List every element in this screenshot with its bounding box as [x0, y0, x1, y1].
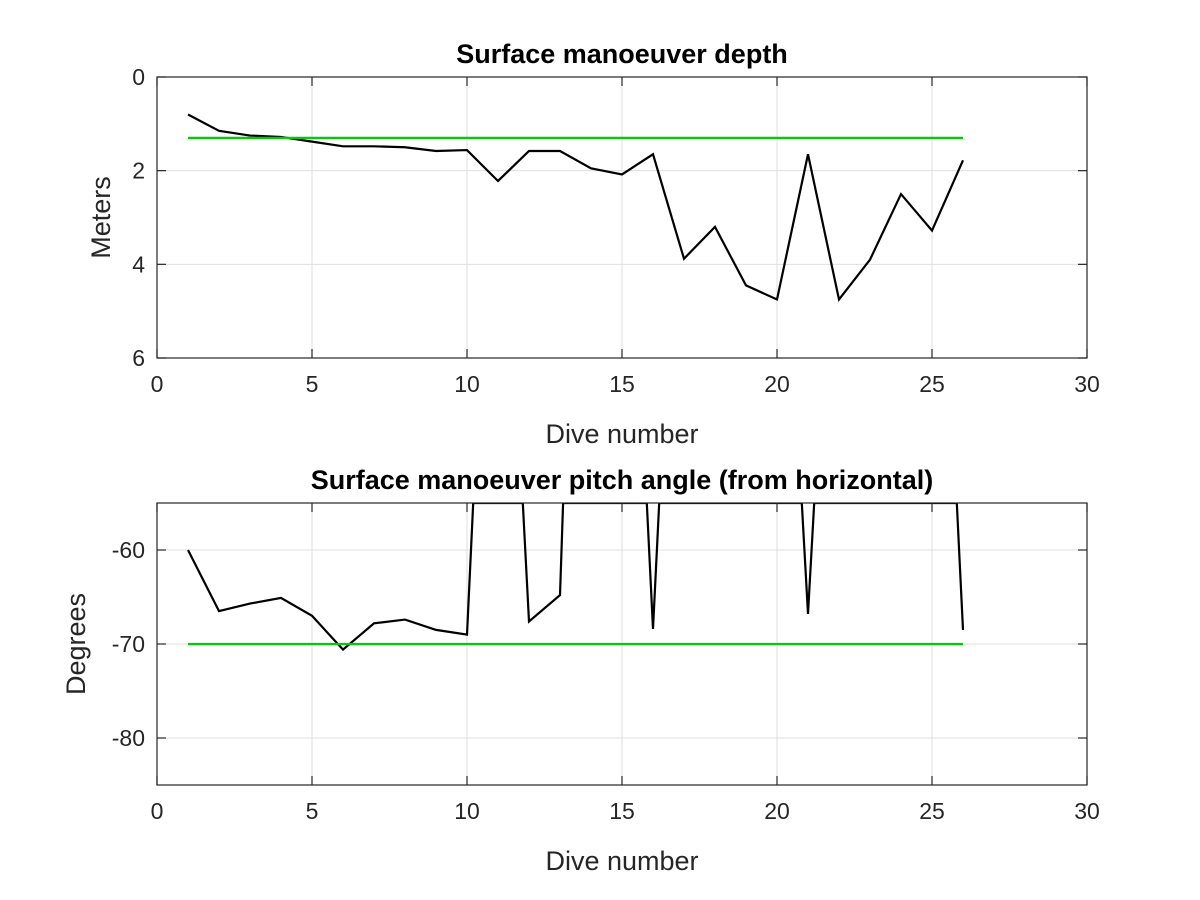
depth-x-axis-label: Dive number: [545, 419, 698, 449]
depth-chart-title: Surface manoeuver depth: [456, 39, 788, 69]
depth-y-tick-label-3: 6: [132, 345, 145, 371]
pitch-y-axis-label: Degrees: [61, 593, 91, 695]
depth-y-tick-label-1: 2: [132, 158, 145, 184]
depth-chart: 0 5 10 15 20 25 30 0 2 4 6 Surface manoeuver depth D…: [86, 39, 1100, 449]
depth-x-tick-label-6: 30: [1074, 371, 1100, 397]
pitch-x-tick-label-6: 30: [1074, 798, 1100, 824]
pitch-y-tick-label-0: -60: [112, 537, 145, 563]
pitch-x-tick-label-5: 25: [919, 798, 945, 824]
pitch-x-axis-label: Dive number: [545, 846, 698, 876]
depth-x-tick-label-0: 0: [151, 371, 164, 397]
depth-x-tick-label-4: 20: [764, 371, 790, 397]
depth-x-tick-label-2: 10: [454, 371, 480, 397]
pitch-chart: 0 5 10 15 20 25 30 -60 -70 -80 Surface manoeuver p…: [61, 465, 1100, 876]
pitch-y-tick-label-2: -80: [112, 725, 145, 751]
pitch-chart-title: Surface manoeuver pitch angle (from hori…: [311, 465, 934, 495]
pitch-x-tick-label-3: 15: [609, 798, 635, 824]
pitch-x-tick-label-2: 10: [454, 798, 480, 824]
depth-x-tick-label-3: 15: [609, 371, 635, 397]
depth-y-tick-label-2: 4: [132, 251, 145, 277]
pitch-series-line: [187, 503, 965, 652]
depth-y-tick-label-0: 0: [132, 64, 145, 90]
depth-y-axis-label: Meters: [86, 176, 116, 259]
pitch-x-tick-label-4: 20: [764, 798, 790, 824]
pitch-x-tick-label-0: 0: [151, 798, 164, 824]
depth-x-tick-label-1: 5: [306, 371, 319, 397]
depth-x-tick-label-5: 25: [919, 371, 945, 397]
pitch-x-tick-label-1: 5: [306, 798, 319, 824]
pitch-y-tick-label-1: -70: [112, 631, 145, 657]
depth-series-line: [187, 113, 965, 302]
